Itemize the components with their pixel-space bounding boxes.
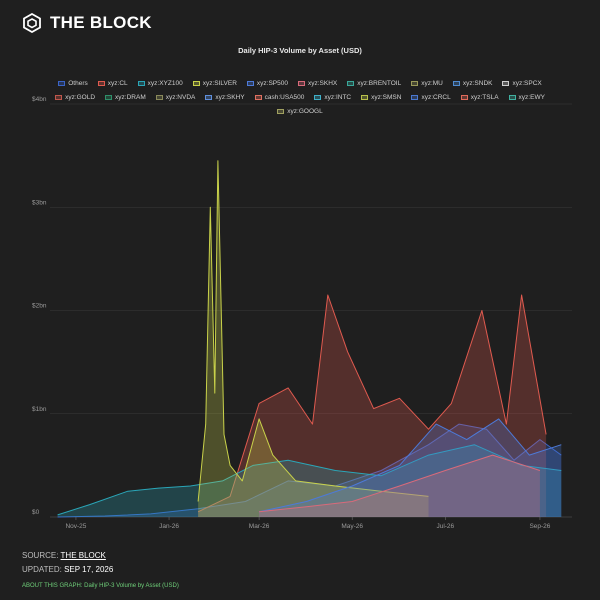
legend-entry[interactable]: xyz:XYZ100 <box>137 77 183 90</box>
legend-label: xyz:NVDA <box>165 94 196 101</box>
legend-swatch <box>155 95 163 100</box>
legend-label: xyz:SILVER <box>202 80 237 87</box>
about-value[interactable]: Daily HIP-3 Volume by Asset (USD) <box>84 583 179 589</box>
legend-label: Others <box>68 80 88 87</box>
legend-label: xyz:EWY <box>518 94 545 101</box>
legend-label: xyz:GOLD <box>65 94 96 101</box>
legend-label: xyz:INTC <box>324 94 352 101</box>
legend-swatch <box>246 81 254 86</box>
legend-entry[interactable]: xyz:SPCX <box>502 77 542 90</box>
legend-swatch <box>254 95 262 100</box>
legend-swatch <box>192 81 200 86</box>
updated-value: SEP 17, 2026 <box>64 565 114 574</box>
legend-entry[interactable]: xyz:SILVER <box>192 77 237 90</box>
legend-entry[interactable]: xyz:DRAM <box>105 91 146 104</box>
legend-entry[interactable]: xyz:CL <box>97 77 128 90</box>
legend-swatch <box>297 81 305 86</box>
y-tick-label: $1bn <box>32 406 47 413</box>
chart-title: Daily HIP-3 Volume by Asset (USD) <box>238 46 362 55</box>
legend-label: xyz:DRAM <box>115 94 146 101</box>
x-tick-label: Jan-26 <box>159 523 179 530</box>
brand: THE BLOCK <box>22 13 152 33</box>
legend-swatch <box>347 81 355 86</box>
legend-entry[interactable]: xyz:CRCL <box>411 91 451 104</box>
series-area <box>259 455 540 517</box>
legend-swatch <box>205 95 213 100</box>
legend-swatch <box>105 95 113 100</box>
series-line <box>57 444 562 516</box>
legend-entry[interactable]: xyz:GOLD <box>55 91 95 104</box>
legend-label: xyz:CL <box>107 80 128 87</box>
source-link[interactable]: THE BLOCK <box>60 551 106 560</box>
x-tick-label: Jul-26 <box>436 523 454 530</box>
series-area <box>259 418 562 517</box>
legend-label: xyz:XYZ100 <box>147 80 183 87</box>
source-label: SOURCE: <box>22 551 61 560</box>
legend-label: xyz:SPCX <box>512 80 542 87</box>
source-line: SOURCE: THE BLOCK <box>22 551 106 560</box>
legend-swatch <box>508 95 516 100</box>
legend-entry[interactable]: Others <box>58 77 88 90</box>
legend-entry[interactable]: xyz:MU <box>411 77 443 90</box>
legend-entry[interactable]: xyz:SMSN <box>361 91 401 104</box>
series-line <box>259 454 541 513</box>
y-tick-label: $2bn <box>32 303 47 310</box>
legend-swatch <box>97 81 105 86</box>
series-line <box>197 294 547 513</box>
cube-hexagon-icon <box>23 13 41 33</box>
y-tick-label: $3bn <box>32 199 47 206</box>
legend-label: xyz:SMSN <box>371 94 402 101</box>
updated-label: UPDATED: <box>22 565 65 574</box>
legend-swatch <box>58 81 66 86</box>
series-line <box>57 423 562 518</box>
series-line <box>258 418 562 513</box>
legend-entry[interactable]: xyz:EWY <box>508 91 545 104</box>
legend-entry[interactable]: xyz:BRENTOIL <box>347 77 401 90</box>
legend-swatch <box>411 95 419 100</box>
legend-swatch <box>502 81 510 86</box>
legend-swatch <box>452 81 460 86</box>
legend-entry[interactable]: cash:USA500 <box>254 91 305 104</box>
legend-swatch <box>411 81 419 86</box>
legend-label: cash:USA500 <box>264 94 305 101</box>
updated-line: UPDATED: SEP 17, 2026 <box>22 565 113 574</box>
x-tick-label: Sep-26 <box>529 523 550 530</box>
about-line: ABOUT THIS GRAPH: Daily HIP-3 Volume by … <box>22 583 179 589</box>
legend-entry[interactable]: xyz:INTC <box>314 91 351 104</box>
legend-swatch <box>277 109 285 114</box>
legend-label: xyz:SNDK <box>462 80 493 87</box>
legend-swatch <box>55 95 63 100</box>
series-area <box>198 160 429 518</box>
legend-swatch <box>460 95 468 100</box>
brand-name: THE BLOCK <box>50 13 152 32</box>
legend-entry[interactable]: xyz:NVDA <box>155 91 196 104</box>
x-tick-label: Mar-26 <box>249 523 270 530</box>
about-label: ABOUT THIS GRAPH: <box>22 583 85 589</box>
legend-label: xyz:SKHY <box>215 94 245 101</box>
legend-entry[interactable]: xyz:TSLA <box>460 91 499 104</box>
legend-label: xyz:SP500 <box>256 80 288 87</box>
legend-swatch <box>137 81 145 86</box>
legend-entry[interactable]: xyz:SKHY <box>205 91 245 104</box>
legend-label: xyz:CRCL <box>421 94 451 101</box>
legend-label: xyz:GOOGL <box>287 108 323 115</box>
legend-entry[interactable]: xyz:GOOGL <box>277 105 323 118</box>
legend-entry[interactable]: xyz:SKHX <box>297 77 338 90</box>
legend-label: xyz:TSLA <box>470 94 499 101</box>
legend-entry[interactable]: xyz:SNDK <box>452 77 493 90</box>
series-area <box>57 444 562 517</box>
x-tick-label: Nov-25 <box>65 523 86 530</box>
y-tick-label: $0 <box>32 509 40 516</box>
legend-swatch <box>361 95 369 100</box>
legend-label: xyz:SKHX <box>307 80 338 87</box>
chart-legend: Others xyz:CL xyz:XYZ100 xyz:SILVER xyz:SP50… <box>40 77 560 119</box>
legend-label: xyz:BRENTOIL <box>357 80 402 87</box>
series-area <box>198 295 547 517</box>
series-line <box>197 160 429 502</box>
x-tick-label: May-26 <box>341 523 363 530</box>
legend-swatch <box>314 95 322 100</box>
legend-label: xyz:MU <box>421 80 443 87</box>
legend-entry[interactable]: xyz:SP500 <box>246 77 288 90</box>
series-area <box>57 424 562 517</box>
